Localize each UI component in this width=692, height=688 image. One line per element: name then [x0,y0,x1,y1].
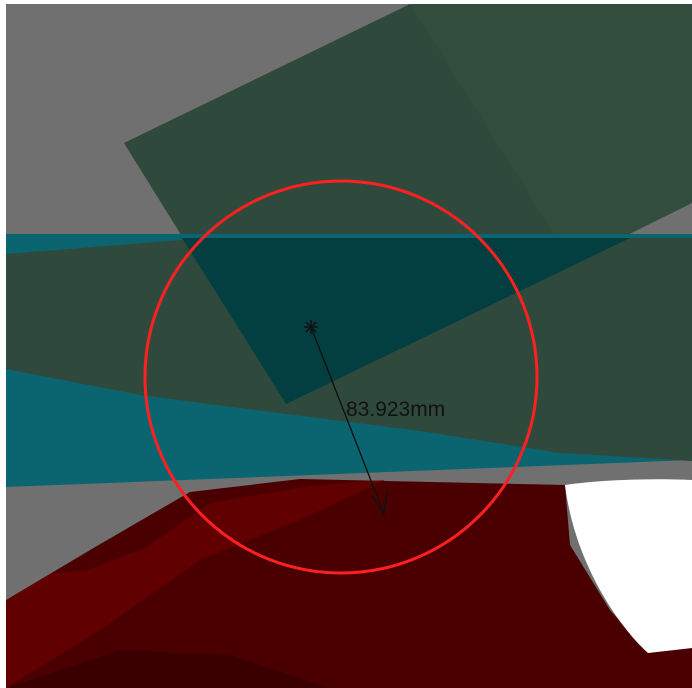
dimension-arrow-icon [371,492,388,516]
top-white-strip [0,0,692,4]
dark-teal-overlap [182,238,630,404]
left-gray-wedge [6,487,190,600]
measurement-circle[interactable] [143,179,539,575]
bottom-dark-wedge [6,650,330,688]
red-surface-highlight [6,480,385,688]
dimension-leader-line [310,326,385,515]
white-cutout-shape [565,479,692,653]
radius-dimension-label[interactable]: 83.923mm [346,398,446,421]
